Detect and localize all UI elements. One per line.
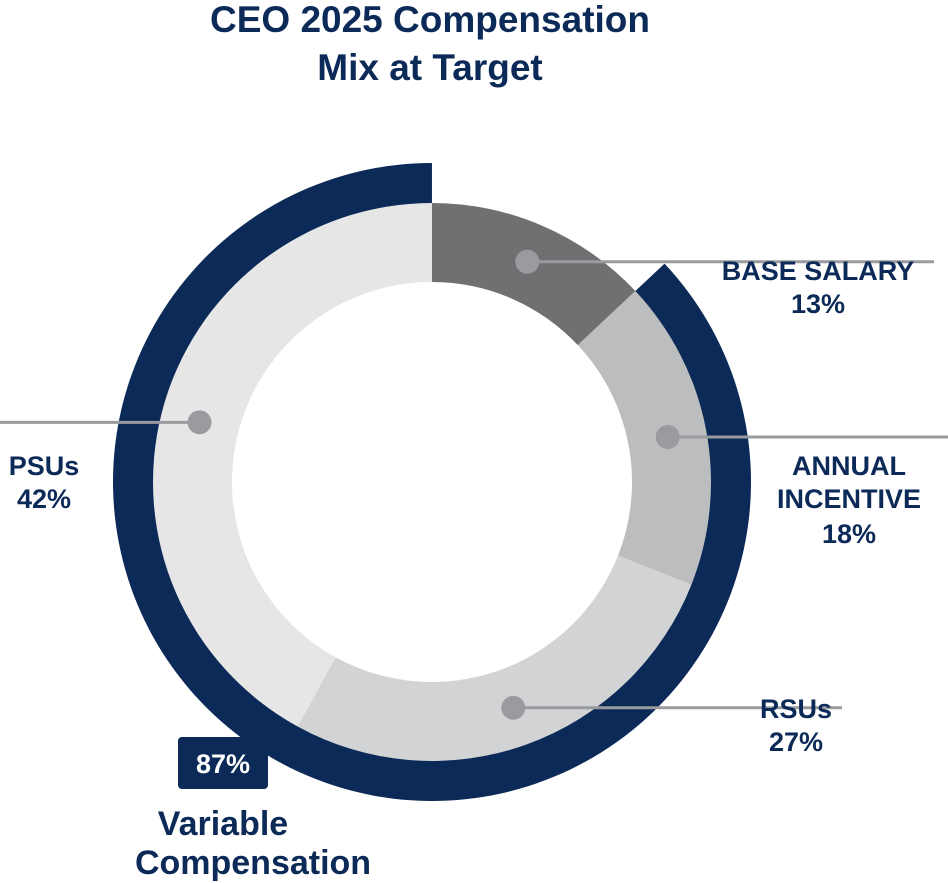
leader-lines: [0, 249, 948, 720]
slice-annual-incentive: [577, 291, 711, 585]
label-base-salary-value: 13%: [791, 289, 845, 319]
label-psus-name: PSUs: [9, 451, 80, 481]
label-annual-incentive-name-line-2: INCENTIVE: [777, 484, 921, 514]
label-annual-incentive-value: 18%: [822, 519, 876, 549]
label-psus-value: 42%: [17, 484, 71, 514]
marker-base-salary: [515, 249, 540, 274]
label-base-salary-name: BASE SALARY: [722, 256, 915, 286]
variable-percent-value: 87%: [196, 749, 250, 779]
marker-psus: [187, 410, 212, 435]
label-rsus-name: RSUs: [760, 694, 832, 724]
variable-caption-line-1: Variable: [158, 805, 288, 843]
slice-base-salary: [432, 203, 636, 346]
label-rsus-value: 27%: [769, 727, 823, 757]
chart-title-line-1: CEO 2025 Compensation: [210, 0, 650, 40]
chart-title-line-2: Mix at Target: [317, 47, 542, 88]
variable-caption-line-2: Compensation: [135, 844, 371, 882]
variable-percent-badge: [178, 737, 268, 789]
marker-annual-incentive: [655, 425, 680, 450]
marker-rsus: [501, 695, 526, 720]
slice-psus: [153, 203, 432, 727]
slice-rsus: [297, 555, 692, 761]
donut-slices: [153, 203, 711, 761]
label-annual-incentive-name-line-1: ANNUAL: [792, 451, 906, 481]
